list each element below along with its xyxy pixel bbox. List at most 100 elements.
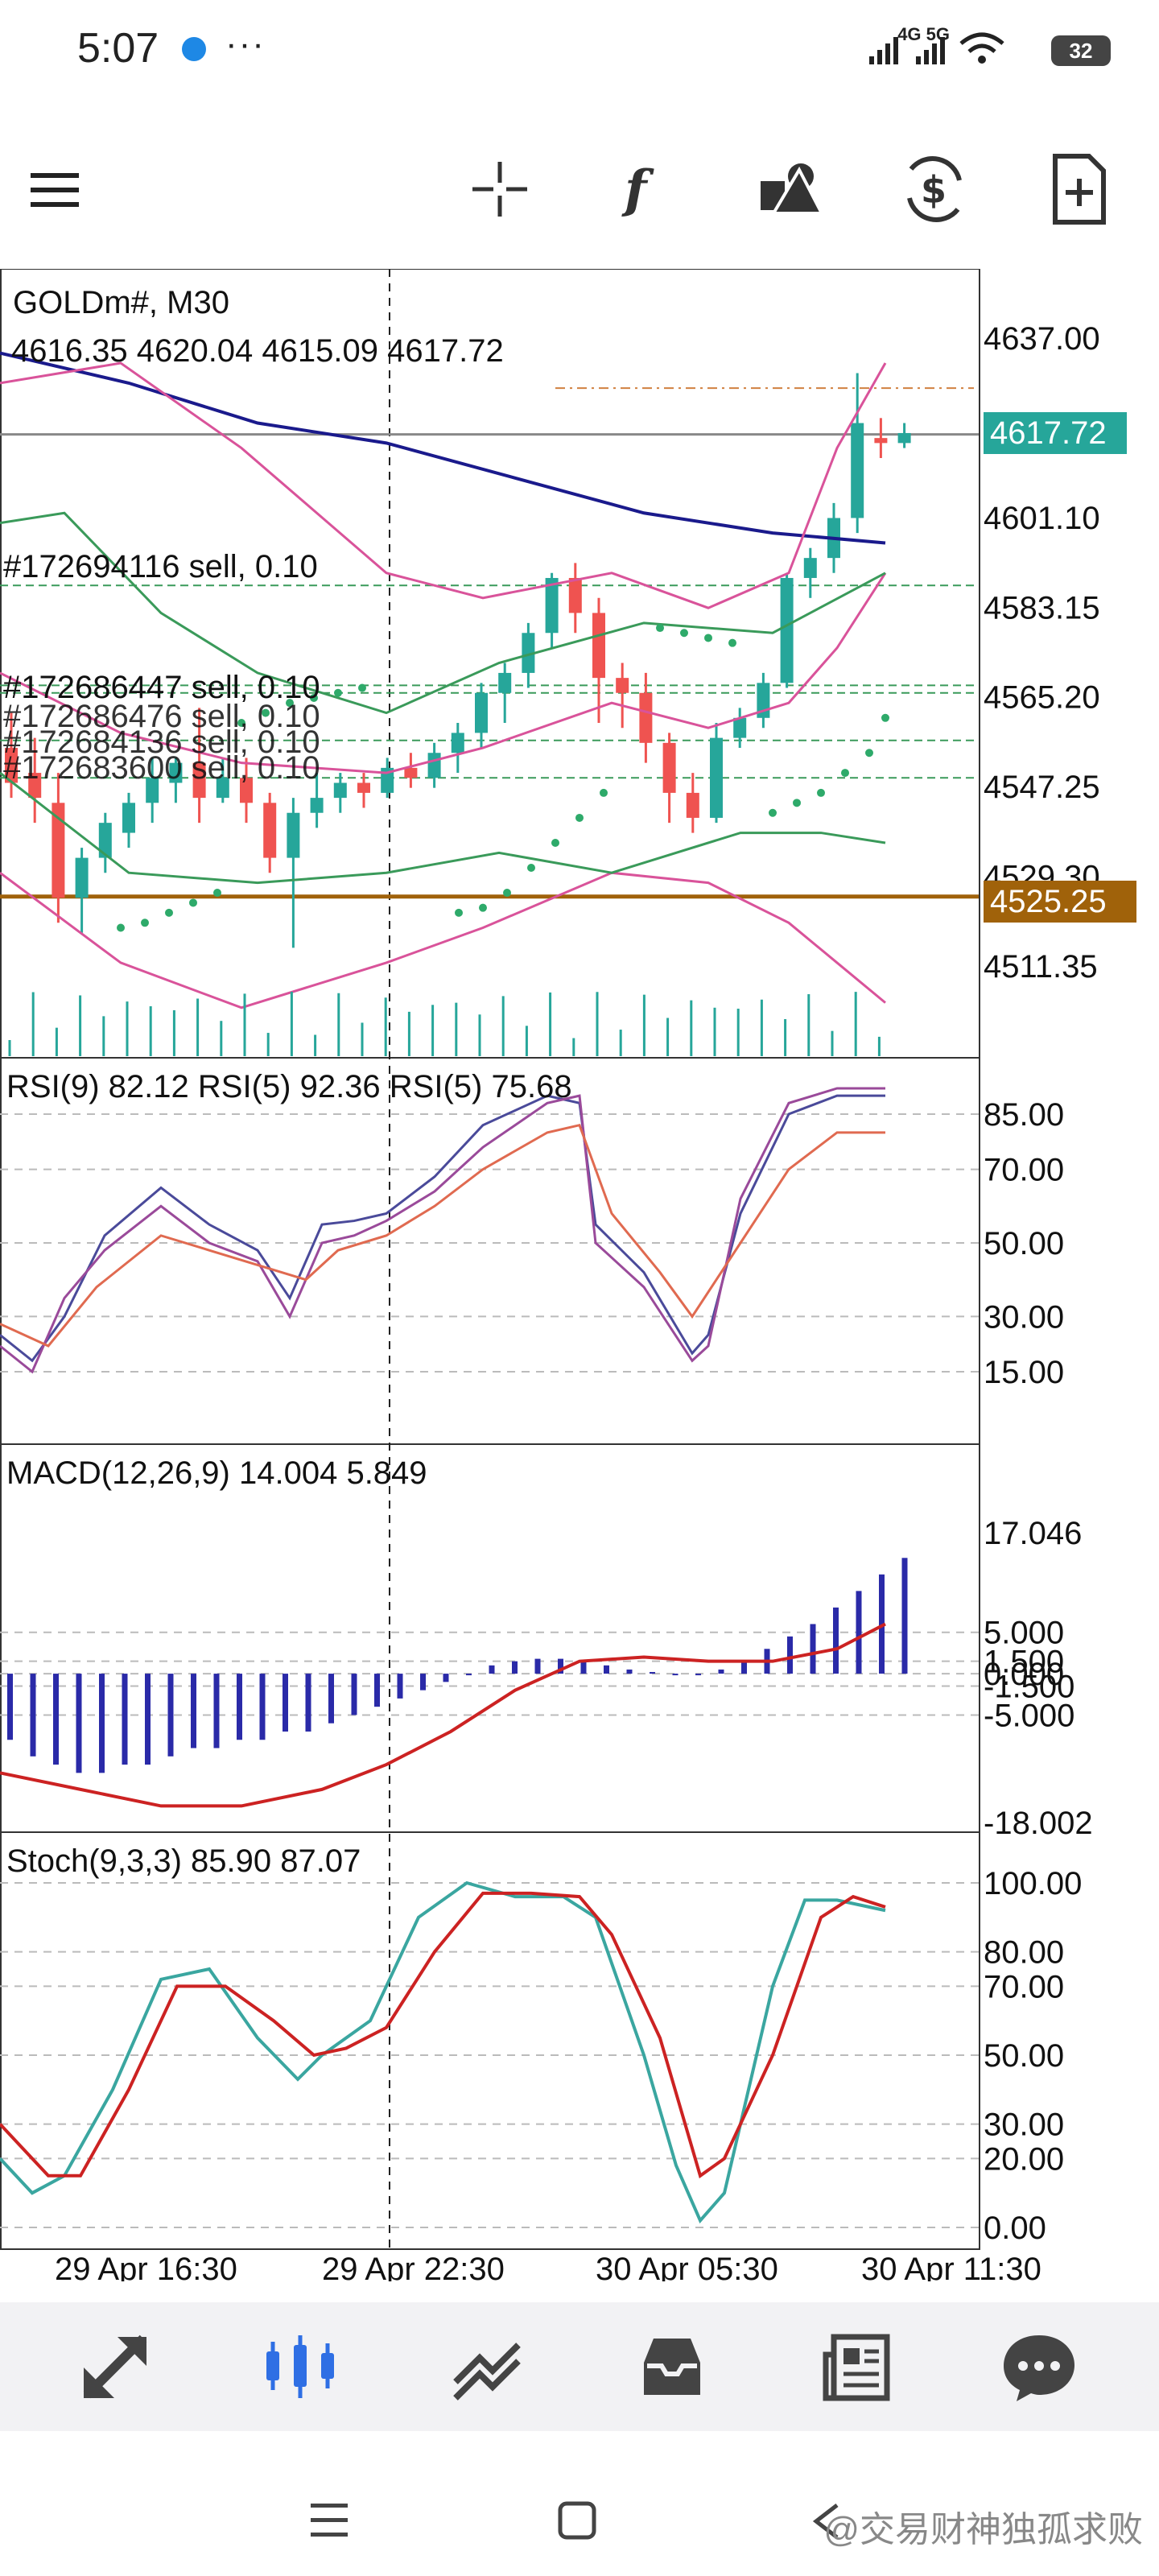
bull-candle — [287, 812, 300, 858]
order-label[interactable]: #172683600 sell, 0.10 — [3, 750, 320, 786]
nav-chart[interactable] — [256, 2326, 344, 2407]
bull-candle — [522, 633, 535, 673]
battery-indicator: 32 — [1051, 35, 1111, 66]
nav-news[interactable] — [813, 2326, 901, 2407]
macd-histogram-bar — [650, 1672, 655, 1674]
macd-histogram-bar — [167, 1674, 174, 1757]
bear-candle — [639, 692, 653, 743]
menu-icon — [31, 173, 79, 207]
parabolic-sar-dot — [141, 919, 149, 927]
parabolic-sar-dot — [575, 813, 584, 822]
macd-histogram-bar — [787, 1636, 793, 1674]
recents-icon[interactable] — [306, 2499, 354, 2544]
indicators-icon: f — [621, 159, 654, 220]
bear-candle — [240, 778, 253, 803]
macd-histogram-bar — [901, 1558, 908, 1674]
bear-candle — [192, 762, 206, 799]
bear-candle — [874, 438, 888, 444]
macd-histogram-bar — [810, 1624, 816, 1674]
order-label[interactable]: #172686447 sell, 0.10 — [3, 670, 320, 705]
status-time: 5:07 — [77, 25, 159, 72]
menu-button[interactable] — [19, 153, 92, 225]
crosshair-icon — [472, 162, 527, 217]
nav-trade[interactable] — [443, 2326, 531, 2407]
parabolic-sar-dot — [479, 903, 487, 912]
rsi-tick-label: 30.00 — [984, 1299, 1064, 1335]
time-axis-label: 29 Apr 16:30 — [55, 2252, 237, 2281]
parabolic-sar-dot — [881, 713, 889, 722]
macd-histogram-bar — [879, 1574, 885, 1674]
watermark-text: @交易财神独孤求败 — [823, 2510, 1143, 2549]
macd-histogram-bar — [604, 1665, 609, 1674]
home-icon[interactable] — [555, 2499, 600, 2544]
pane-frame — [0, 1057, 980, 1445]
macd-histogram-bar — [397, 1674, 403, 1699]
nav-messages[interactable] — [995, 2326, 1083, 2407]
parabolic-sar-dot — [213, 889, 221, 898]
parabolic-sar-dot — [286, 699, 294, 708]
bear-candle — [686, 792, 699, 818]
parabolic-sar-dot — [841, 769, 849, 778]
price-tick-label: 4637.00 — [984, 321, 1100, 357]
stoch-label: Stoch(9,3,3) 85.90 87.07 — [6, 1843, 361, 1879]
quotes-icon — [83, 2334, 147, 2399]
bull-candle — [333, 782, 347, 799]
macd-histogram-bar — [213, 1674, 220, 1748]
macd-histogram-bar — [53, 1674, 59, 1765]
nav-quotes[interactable] — [71, 2326, 159, 2407]
rsi-line — [0, 1123, 885, 1348]
svg-text:$: $ — [921, 168, 947, 212]
parabolic-sar-dot — [600, 788, 608, 797]
pane-frame — [0, 1831, 980, 2250]
macd-tick-label: 1.500 — [984, 1645, 1064, 1680]
time-axis-label: 30 Apr 05:30 — [596, 2252, 778, 2281]
bull-candle — [803, 558, 817, 578]
svg-text:f: f — [621, 159, 654, 220]
macd-histogram-bar — [351, 1674, 357, 1715]
parabolic-sar-dot — [704, 634, 712, 642]
macd-histogram-bar — [718, 1669, 724, 1674]
chart-area[interactable]: 4637.00 4601.10 4583.15 4565.20 4547.25 4529.… — [0, 268, 1159, 2287]
rsi-line — [0, 1087, 885, 1374]
rsi-tick-label: 85.00 — [984, 1097, 1064, 1133]
objects-button[interactable] — [753, 153, 826, 225]
order-label[interactable]: #172684136 sell, 0.10 — [3, 724, 320, 760]
macd-histogram-bar — [30, 1674, 36, 1757]
indicators-button[interactable]: f — [608, 153, 681, 225]
moving-average-line — [0, 351, 886, 545]
price-tick-label: 4583.15 — [984, 590, 1100, 625]
macd-histogram-bar — [466, 1674, 472, 1676]
back-icon[interactable] — [805, 2499, 850, 2544]
order-label[interactable]: #172694116 sell, 0.10 — [3, 549, 318, 584]
order-label[interactable]: #172686476 sell, 0.10 — [3, 699, 320, 734]
bear-candle — [52, 803, 65, 898]
macd-histogram-bar — [191, 1674, 196, 1748]
macd-histogram-bar — [672, 1674, 678, 1676]
macd-histogram-bar — [695, 1674, 701, 1676]
parabolic-sar-dot — [503, 889, 511, 898]
new-order-button[interactable] — [1043, 153, 1116, 225]
macd-tick-label: -5.000 — [984, 1698, 1074, 1733]
stoch-tick-label: 30.00 — [984, 2107, 1064, 2143]
envelope-line — [0, 771, 886, 885]
macd-histogram-bar — [145, 1674, 151, 1765]
trade-button[interactable]: $ — [898, 153, 971, 225]
crosshair-button[interactable] — [464, 153, 536, 225]
macd-histogram-bar — [833, 1607, 839, 1674]
bull-candle — [216, 778, 229, 799]
parabolic-sar-dot — [793, 799, 801, 807]
nav-history[interactable] — [628, 2326, 716, 2407]
envelope-line — [0, 511, 886, 715]
bull-candle — [498, 672, 512, 693]
bull-candle — [475, 692, 488, 733]
price-tick-label: 4511.35 — [984, 949, 1098, 985]
parabolic-sar-dot — [817, 788, 825, 797]
macd-histogram-bar — [626, 1669, 633, 1674]
macd-histogram-bar — [558, 1658, 563, 1674]
bull-candle — [381, 767, 394, 793]
rsi-tick-label: 70.00 — [984, 1153, 1064, 1188]
parabolic-sar-dot — [165, 908, 173, 917]
bull-candle — [75, 857, 89, 898]
macd-histogram-bar — [305, 1674, 311, 1732]
stoch-tick-label: 20.00 — [984, 2141, 1064, 2177]
